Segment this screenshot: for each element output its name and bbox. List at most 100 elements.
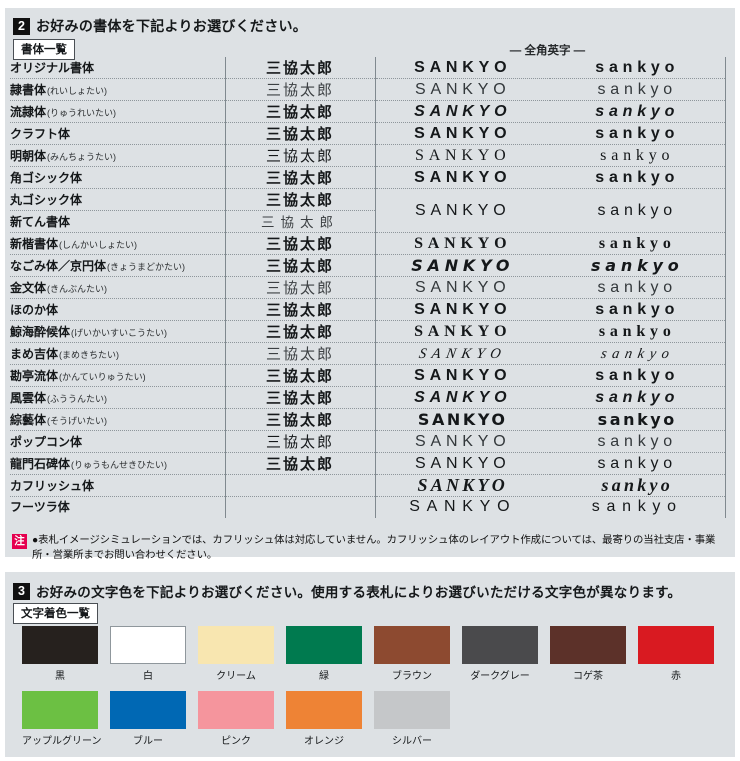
font-row: 鯨海酔候体(げいかいすいこうたい) 三協太郎 SANKYO sankyo xyxy=(10,320,726,343)
latin-upper-cell: SANKYO xyxy=(374,364,550,387)
font-name: 風雲体 xyxy=(10,390,47,405)
font-name-cell: オリジナル書体 xyxy=(10,57,225,79)
jp-sample: 三協太郎 xyxy=(265,60,334,77)
jp-sample-cell: 三協太郎 xyxy=(224,100,375,123)
font-name-cell: 綜藝体(そうげいたい) xyxy=(10,408,225,431)
jp-sample: 三協太郎 xyxy=(261,215,339,230)
latin-lower-sample: sankyo xyxy=(599,345,676,362)
font-row: 新てん書体 三協太郎 xyxy=(10,210,725,233)
font-name: 鯨海酔候体 xyxy=(10,324,71,339)
font-name: まめ吉体 xyxy=(10,346,59,361)
fullwidth-latin-header: — 全角英字 — xyxy=(509,45,586,57)
font-name-cell: 明朝体(みんちょうたい) xyxy=(10,144,225,167)
font-reading: (しんかいしょたい) xyxy=(59,239,138,250)
font-name: なごみ体／京円体 xyxy=(10,258,107,273)
jp-sample: 三協太郎 xyxy=(265,82,334,99)
color-swatch xyxy=(374,626,450,664)
jp-sample: 三協太郎 xyxy=(265,126,334,143)
latin-lower-sample: sankyo xyxy=(597,454,677,472)
color-swatch-label: 赤 xyxy=(671,671,681,682)
font-section-header: 2 お好みの書体を下記よりお選びください。 xyxy=(13,16,307,36)
font-row: 流隷体(りゅうれいたい) 三協太郎 SANKYO sankyo xyxy=(10,100,726,123)
latin-upper-cell: SANKYO xyxy=(374,430,550,453)
latin-upper-cell: SANKYO xyxy=(374,232,550,255)
color-swatch xyxy=(286,691,362,729)
font-name: 綜藝体 xyxy=(10,412,47,427)
color-swatch-label: オレンジ xyxy=(304,736,344,747)
latin-upper-sample: SANKYO xyxy=(414,102,512,120)
font-name-cell: 隷書体(れいしょたい) xyxy=(10,78,225,101)
font-reading: (りゅうもんせきひたい) xyxy=(71,459,168,470)
jp-sample-cell: 三協太郎 xyxy=(224,254,375,277)
latin-upper-cell: SANKYO xyxy=(374,474,550,497)
note: 注 ●表札イメージシミュレーションでは、カフリッシュ体は対応していません。カフリ… xyxy=(12,533,729,563)
latin-upper-cell: SANKYO xyxy=(374,188,550,233)
latin-lower-sample: sankyo xyxy=(591,498,683,516)
latin-upper-sample: SANKYO xyxy=(414,58,512,76)
color-swatch-cell: ブラウン xyxy=(374,626,450,682)
latin-lower-cell: sankyo xyxy=(550,254,726,277)
latin-lower-sample: sankyo xyxy=(590,255,684,275)
font-name-cell: 金文体(きんぶんたい) xyxy=(10,276,225,299)
latin-upper-cell: SANKYO xyxy=(374,452,550,475)
font-table-body: オリジナル書体 三協太郎 SANKYO sankyo 隷書体(れいしょたい) 三協太郎 SA… xyxy=(10,57,726,518)
latin-lower-cell: sankyo xyxy=(550,474,726,497)
latin-upper-cell: SANKYO xyxy=(374,254,550,277)
font-name: 新てん書体 xyxy=(10,214,71,229)
color-swatch-label: ブラウン xyxy=(392,671,432,682)
jp-sample-cell: 三協太郎 xyxy=(224,342,375,365)
section-number-badge: 3 xyxy=(13,582,30,600)
color-section-title: お好みの文字色を下記よりお選びください。使用する表札によりお選びいただける文字色… xyxy=(36,585,682,600)
font-name-cell: 風雲体(ふううんたい) xyxy=(10,386,225,409)
latin-upper-cell: SANKYO xyxy=(374,78,550,101)
jp-sample-cell: 三協太郎 xyxy=(224,122,375,145)
note-text: ●表札イメージシミュレーションでは、カフリッシュ体は対応していません。カフリッシ… xyxy=(32,535,716,562)
latin-lower-cell: sankyo xyxy=(550,408,726,431)
latin-upper-sample: SANKYO xyxy=(414,322,512,340)
jp-sample-cell: 三協太郎 xyxy=(224,57,375,79)
jp-sample: 三協太郎 xyxy=(265,258,334,275)
latin-lower-cell: sankyo xyxy=(550,496,726,518)
latin-upper-sample: SANKYO xyxy=(414,168,512,186)
font-reading: (そうげいたい) xyxy=(47,415,108,426)
color-list-label-box: 文字着色一覧 xyxy=(13,603,98,624)
font-name-cell: 丸ゴシック体 xyxy=(10,188,225,211)
color-swatch-label: ピンク xyxy=(221,736,251,747)
jp-sample-cell: 三協太郎 xyxy=(224,408,375,431)
latin-upper-sample: SANKYO xyxy=(415,146,511,164)
jp-sample-cell: 三協太郎 xyxy=(224,386,375,409)
latin-upper-sample: SANKYO xyxy=(417,409,508,429)
jp-sample: 三協太郎 xyxy=(265,434,334,451)
color-swatch-cell: 緑 xyxy=(286,626,362,682)
color-swatch-cell: コゲ茶 xyxy=(550,626,626,682)
color-section-header: 3 お好みの文字色を下記よりお選びください。使用する表札によりお選びいただける文… xyxy=(13,581,681,601)
font-sample-table: オリジナル書体 三協太郎 SANKYO sankyo 隷書体(れいしょたい) 三協太郎 SA… xyxy=(10,57,726,518)
font-name-cell: 新てん書体 xyxy=(10,210,225,233)
font-name: 金文体 xyxy=(10,280,47,295)
latin-upper-sample: SANKYO xyxy=(411,255,515,275)
latin-upper-sample: SANKYO xyxy=(415,80,511,98)
jp-sample: 三協太郎 xyxy=(265,148,334,165)
latin-lower-sample: sankyo xyxy=(601,475,673,495)
latin-upper-cell: SANKYO xyxy=(374,496,550,518)
latin-upper-sample: SANKYO xyxy=(415,201,511,219)
jp-sample: 三協太郎 xyxy=(265,346,334,363)
latin-lower-cell: sankyo xyxy=(550,342,726,365)
latin-lower-cell: sankyo xyxy=(550,100,726,123)
color-swatch-cell: ダークグレー xyxy=(462,626,538,682)
latin-upper-cell: SANKYO xyxy=(374,166,550,189)
font-row: 龍門石碑体(りゅうもんせきひたい) 三協太郎 SANKYO sankyo xyxy=(10,452,726,475)
jp-sample-cell: 三協太郎 xyxy=(224,320,375,343)
jp-sample-cell: 三協太郎 xyxy=(224,188,375,211)
font-row: カフリッシュ体 SANKYO sankyo xyxy=(10,474,726,497)
font-name-cell: 角ゴシック体 xyxy=(10,166,225,189)
font-row: フーツラ体 SANKYO sankyo xyxy=(10,496,726,518)
jp-sample-cell: 三協太郎 xyxy=(224,430,375,453)
color-swatch-cell: ブルー xyxy=(110,691,186,747)
color-swatch-cell: アップルグリーン xyxy=(22,691,102,747)
latin-upper-sample: SANKYO xyxy=(414,234,512,252)
jp-sample: 三協太郎 xyxy=(265,104,334,121)
font-selection-panel: 2 お好みの書体を下記よりお選びください。 書体一覧 — 全角英字 — オリジナ… xyxy=(5,8,735,561)
color-swatch-cell: シルバー xyxy=(374,691,450,747)
color-swatch xyxy=(110,626,186,664)
